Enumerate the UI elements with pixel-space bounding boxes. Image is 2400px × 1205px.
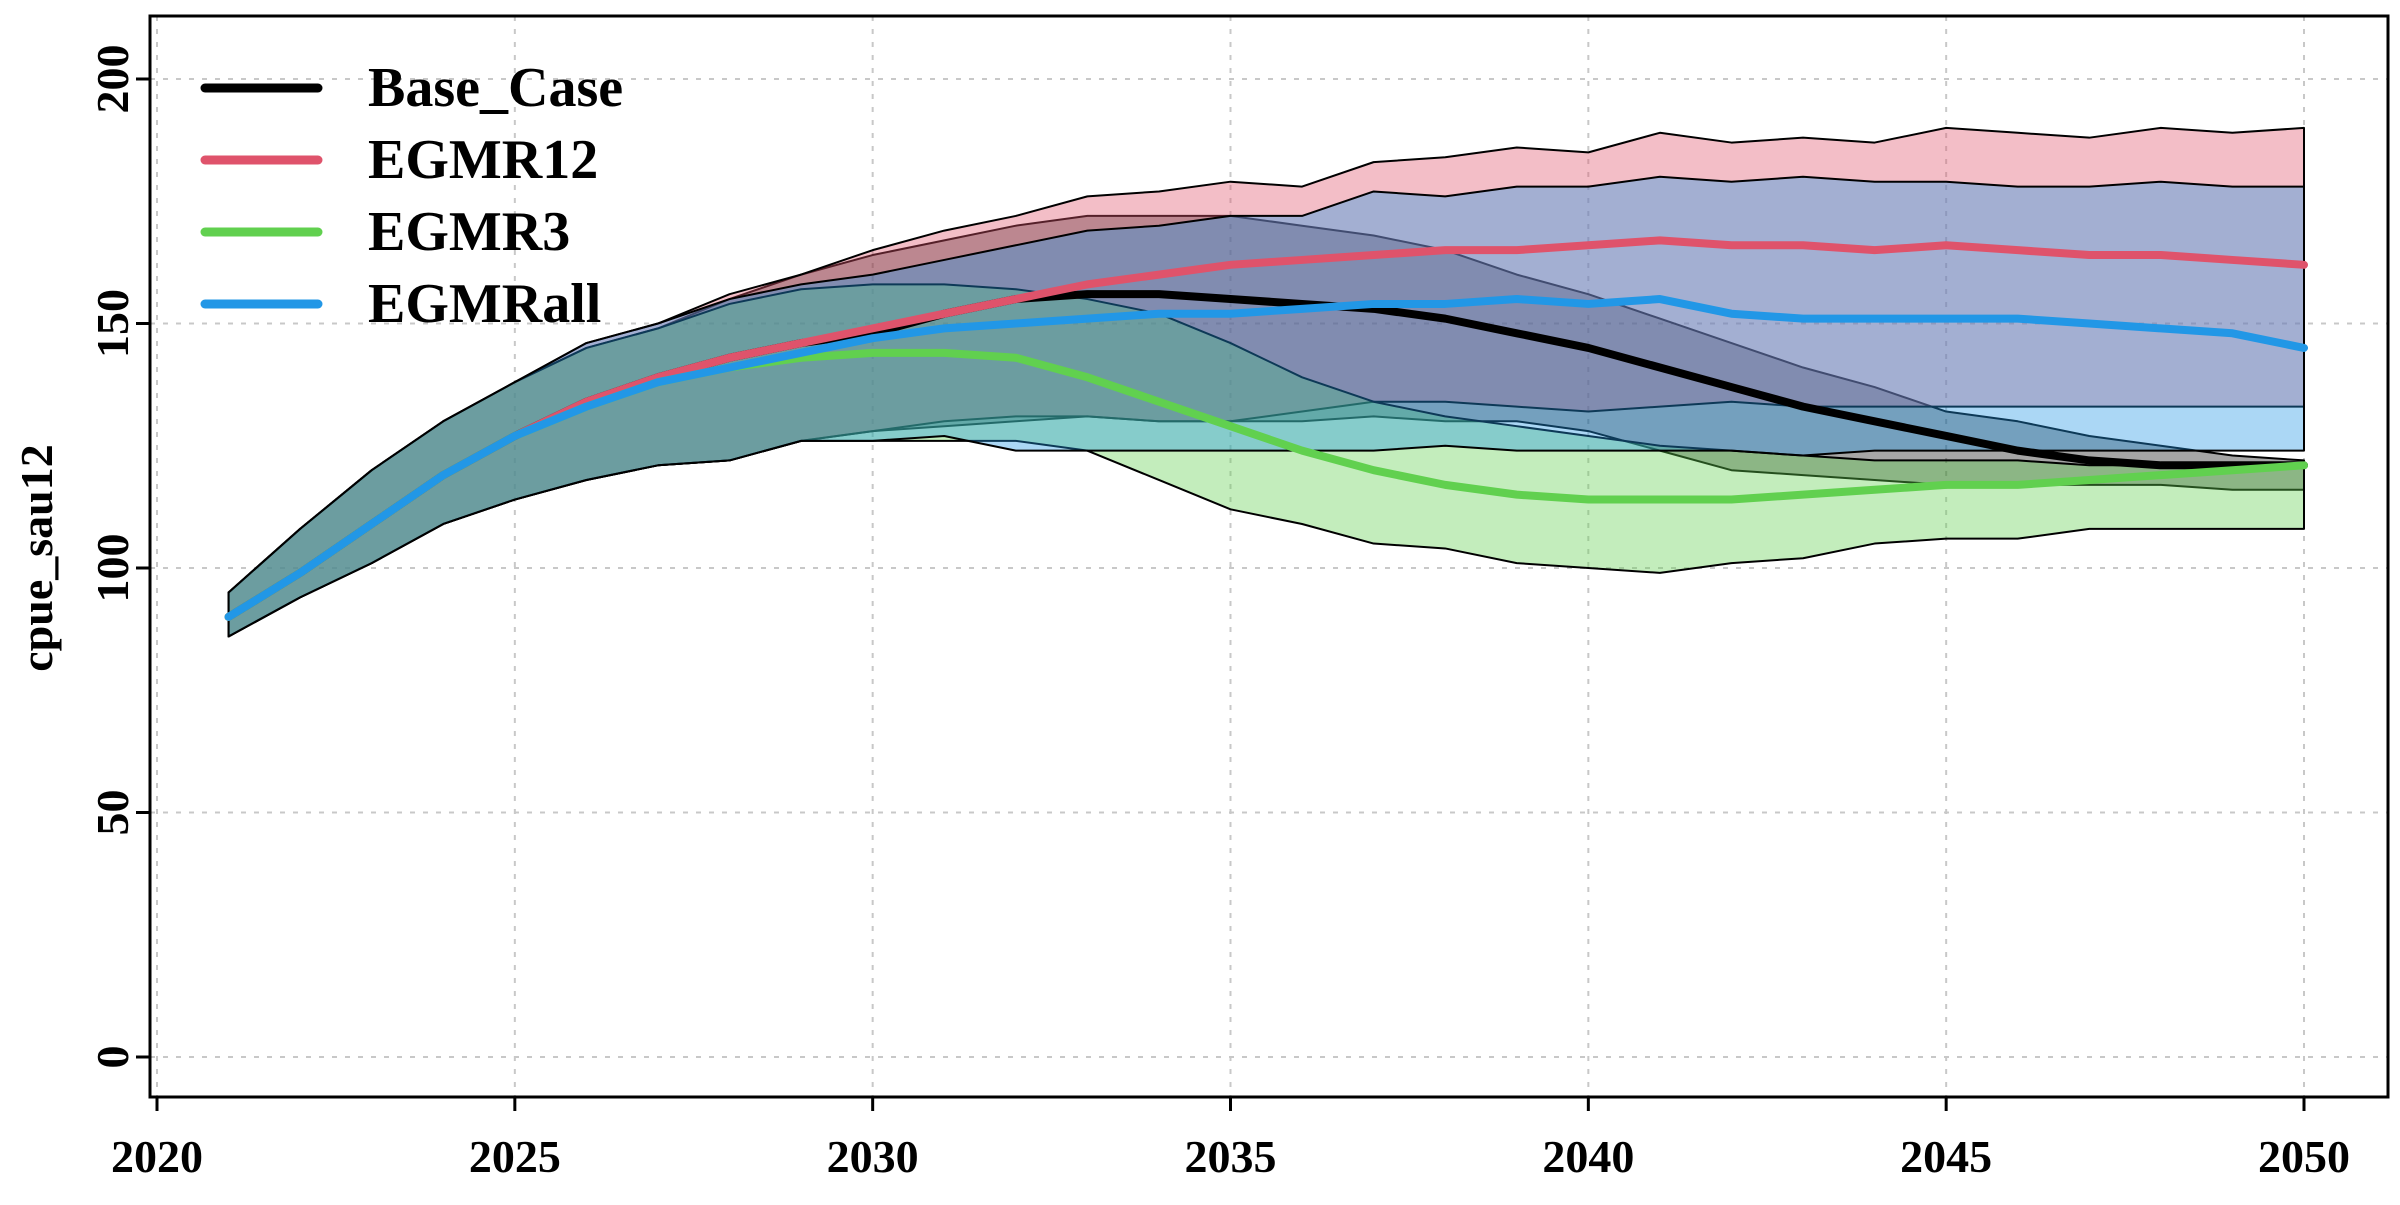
x-tick-label: 2045: [1900, 1131, 1992, 1182]
y-tick-label: 0: [87, 1046, 138, 1069]
x-axis: 2020 2025 2030 2035 2040 2045 2050: [111, 1095, 2350, 1182]
median-lines: [224, 236, 2308, 621]
legend-label: EGMRall: [368, 273, 601, 335]
uncertainty-bands: [227, 126, 2305, 638]
y-tick-label: 100: [87, 534, 138, 603]
line-egmrall: [224, 295, 2308, 621]
y-axis-title: cpue_sau12: [11, 444, 62, 671]
legend-label: Base_Case: [368, 57, 623, 119]
legend-label: EGMR12: [368, 129, 598, 191]
grid: [150, 16, 2388, 1097]
legend: Base_Case EGMR12 EGMR3 EGMRall: [200, 57, 623, 335]
x-tick-label: 2020: [111, 1131, 203, 1182]
x-tick-label: 2050: [2258, 1131, 2350, 1182]
band-egmrall: [227, 175, 2305, 638]
y-tick-label: 200: [87, 45, 138, 114]
x-tick-label: 2025: [469, 1131, 561, 1182]
x-tick-label: 2035: [1185, 1131, 1277, 1182]
x-tick-label: 2040: [1542, 1131, 1634, 1182]
y-tick-label: 150: [87, 289, 138, 358]
x-tick-label: 2030: [827, 1131, 919, 1182]
y-tick-label: 50: [87, 790, 138, 836]
legend-label: EGMR3: [368, 201, 570, 263]
y-axis: 0 50 100 150 200: [87, 45, 152, 1069]
